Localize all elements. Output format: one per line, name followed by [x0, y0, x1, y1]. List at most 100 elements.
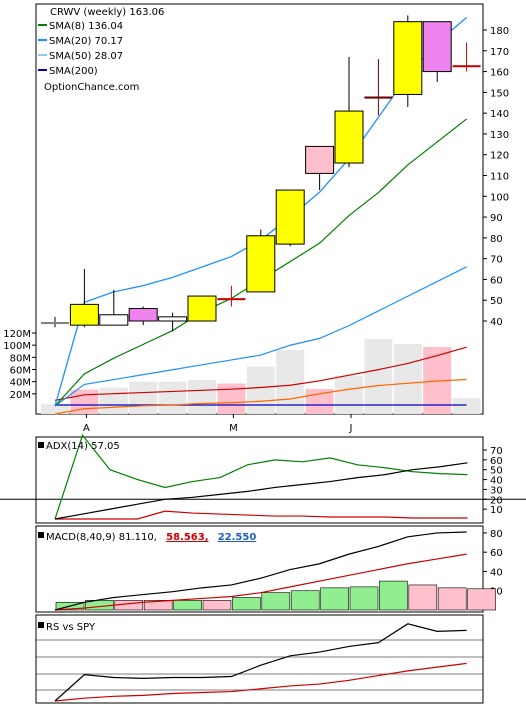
price-tick-label: 80: [490, 234, 503, 245]
macd-histogram-bar: [379, 580, 408, 611]
macd-histogram-bar: [173, 600, 202, 611]
macd-histogram-bar: [408, 584, 438, 611]
macd-tick-label: 80: [490, 529, 503, 540]
volume-bar: [158, 381, 187, 414]
candle-body: [99, 314, 129, 326]
legend-sma50: SMA(50) 28.07: [49, 51, 123, 62]
price-tick-label: 160: [490, 68, 509, 79]
macd-line: [54, 531, 467, 611]
svg-text:MACD(8,40,9) 81.110, 58.56: MACD(8,40,9) 81.110, 58.563, 22.550: [46, 532, 256, 543]
macd-panel: [35, 525, 484, 613]
legend-swatch-sma50: [38, 54, 47, 56]
adx-line: [54, 462, 468, 520]
rs-label: RS vs SPY: [46, 622, 96, 633]
volume-bar: [188, 379, 216, 414]
adx-label-swatch: [38, 442, 44, 448]
volume-bar: [305, 388, 334, 414]
adx-tick-label: 30: [490, 485, 503, 496]
legend-swatch-sma200: [38, 69, 47, 71]
legend-sma200: SMA(200): [49, 66, 98, 77]
macd-histogram-bar: [467, 588, 496, 611]
macd-tick-label: 20: [490, 587, 503, 598]
adx-tick-label: 40: [490, 476, 503, 487]
price-tick-label: 180: [490, 26, 509, 37]
adx-tick-label: 60: [490, 456, 503, 467]
x-tick-label: A: [83, 423, 90, 434]
candle-body: [334, 110, 364, 164]
x-tick-label: J: [349, 423, 353, 434]
volume-tick-label: 40M: [10, 378, 31, 389]
macd-signal-line: [54, 553, 467, 611]
candle-body: [364, 96, 393, 99]
candle-body: [128, 308, 158, 322]
macd-histogram-bar: [143, 600, 173, 611]
volume-tick-label: 120M: [3, 329, 31, 340]
rs-panel: [35, 614, 484, 704]
price-tick-label: 90: [490, 213, 503, 224]
volume-tick-label: 100M: [3, 341, 31, 352]
rs-red-line: [54, 662, 467, 702]
candle-body: [187, 295, 217, 322]
candle-body: [217, 298, 246, 301]
rs-line: [54, 623, 467, 702]
x-tick-label: M: [229, 423, 238, 434]
legend-sma20: SMA(20) 70.17: [49, 36, 123, 47]
volume-sma-red-line: [54, 346, 467, 401]
adx-tick-label: 70: [490, 446, 503, 457]
price-tick-label: 140: [490, 109, 509, 120]
volume-bar: [335, 375, 363, 414]
sma20-line: [54, 266, 467, 407]
macd-label: MACD(8,40,9) 81.110,: [46, 532, 157, 543]
volume-bar: [452, 398, 481, 414]
adx-di-minus-line: [55, 510, 468, 520]
watermark: OptionChance.com: [44, 82, 139, 93]
price-tick-label: 40: [490, 317, 503, 328]
volume-bar: [276, 350, 305, 414]
price-tick-label: 100: [490, 192, 509, 203]
candle-body: [452, 65, 481, 68]
volume-bar: [41, 404, 69, 414]
adx-tick-label: 20: [490, 495, 503, 506]
volume-bar: [393, 343, 422, 414]
adx-tick-label: 10: [490, 505, 503, 516]
macd-histogram-bar: [320, 587, 349, 611]
macd-tick-label: 40: [490, 567, 503, 578]
price-tick-label: 150: [490, 88, 509, 99]
volume-tick-label: 80M: [10, 353, 31, 364]
volume-bar: [129, 381, 158, 414]
adx-label: ADX(14) 57.05: [46, 441, 120, 452]
candle-body: [246, 235, 276, 293]
volume-sma-orange-line: [54, 378, 467, 415]
legend-swatch-sma20: [38, 39, 47, 41]
macd-signal-label: 58.563,: [166, 532, 208, 543]
legend-swatch-sma8: [38, 24, 47, 26]
macd-hist-label: 22.550: [218, 532, 257, 543]
candle-body: [393, 21, 423, 95]
volume-tick-label: 60M: [10, 366, 31, 377]
price-tick-label: 130: [490, 130, 509, 141]
macd-histogram-bar: [261, 592, 291, 611]
price-tick-label: 50: [490, 296, 503, 307]
volume-bar: [246, 366, 275, 414]
macd-histogram-bar: [437, 587, 467, 611]
volume-bar: [99, 387, 128, 414]
legend: CRWV (weekly) 163.06 SMA(8) 136.04 SMA(2…: [38, 7, 164, 93]
macd-histogram-bar: [202, 600, 232, 611]
legend-sma8: SMA(8) 136.04: [49, 21, 123, 32]
candle-body: [41, 322, 69, 325]
rs-label-swatch: [38, 622, 44, 628]
candle-body: [422, 21, 452, 73]
price-tick-label: 60: [490, 275, 503, 286]
volume-tick-label: 20M: [10, 390, 31, 401]
macd-tick-label: 60: [490, 548, 503, 559]
macd-histogram-bar: [232, 597, 261, 611]
chart-title: CRWV (weekly) 163.06: [50, 7, 164, 18]
adx-di-plus-line: [54, 433, 468, 520]
price-tick-label: 170: [490, 47, 509, 58]
volume-bar: [364, 339, 393, 414]
candle-body: [69, 303, 99, 326]
macd-label-swatch: [38, 532, 44, 538]
price-tick-label: 70: [490, 255, 503, 266]
price-tick-label: 110: [490, 172, 509, 183]
